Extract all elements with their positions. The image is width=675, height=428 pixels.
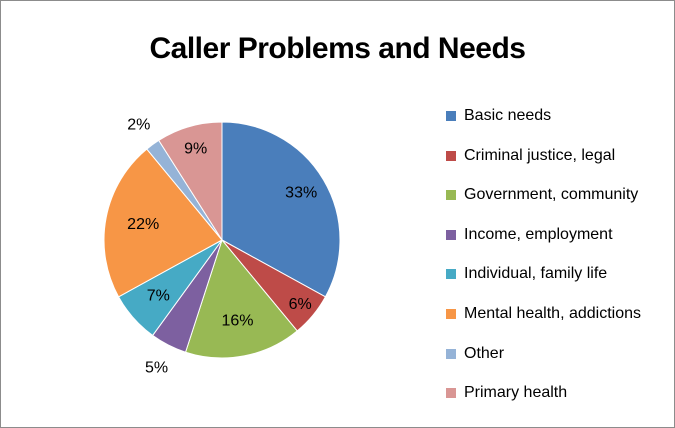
legend-swatch [446,229,456,240]
legend-item-primary-health: Primary health [446,383,641,423]
legend-item-income-employment: Income, employment [446,225,641,265]
pie-slice-primary-health [158,121,223,242]
legend-item-basic-needs: Basic needs [446,106,641,146]
data-label-income-employment: 5% [145,360,168,377]
data-label-government-community: 16% [221,312,253,329]
legend-label: Other [464,344,505,362]
data-label-mental-health-addictions: 22% [127,216,159,233]
data-label-other: 2% [127,117,150,134]
legend-item-criminal-justice-legal: Criminal justice, legal [446,146,641,186]
legend-label: Income, employment [464,225,613,243]
legend-swatch [446,388,456,399]
legend-swatch [446,308,456,319]
legend-label: Basic needs [464,107,552,124]
legend-item-individual-family-life: Individual, family life [446,264,641,304]
legend-swatch [446,348,456,359]
pie-slice-basic-needs [221,121,341,298]
legend-swatch [446,190,456,201]
legend-label: Criminal justice, legal [464,146,616,164]
data-label-primary-health: 9% [184,141,207,158]
pie-slice-mental-health-addictions [103,148,223,298]
legend-label: Individual, family life [464,265,608,283]
chart-title: Caller Problems and Needs [149,32,526,65]
chart-legend: Basic needs Criminal justice, legal Govern… [446,106,641,423]
data-label-basic-needs: 33% [285,184,317,201]
legend-item-mental-health-addictions: Mental health, addictions [446,304,641,344]
legend-label: Primary health [464,384,568,402]
legend-swatch [446,111,456,121]
legend-swatch [446,269,456,280]
data-label-individual-family-life: 7% [147,287,170,304]
legend-swatch [446,150,456,161]
legend-label: Mental health, addictions [464,304,641,322]
legend-label: Government, community [464,186,639,204]
pie-slice-government-community [184,238,298,359]
legend-item-other: Other [446,344,641,384]
legend-item-government-community: Government, community [446,185,641,225]
data-label-criminal-justice-legal: 6% [289,296,312,313]
